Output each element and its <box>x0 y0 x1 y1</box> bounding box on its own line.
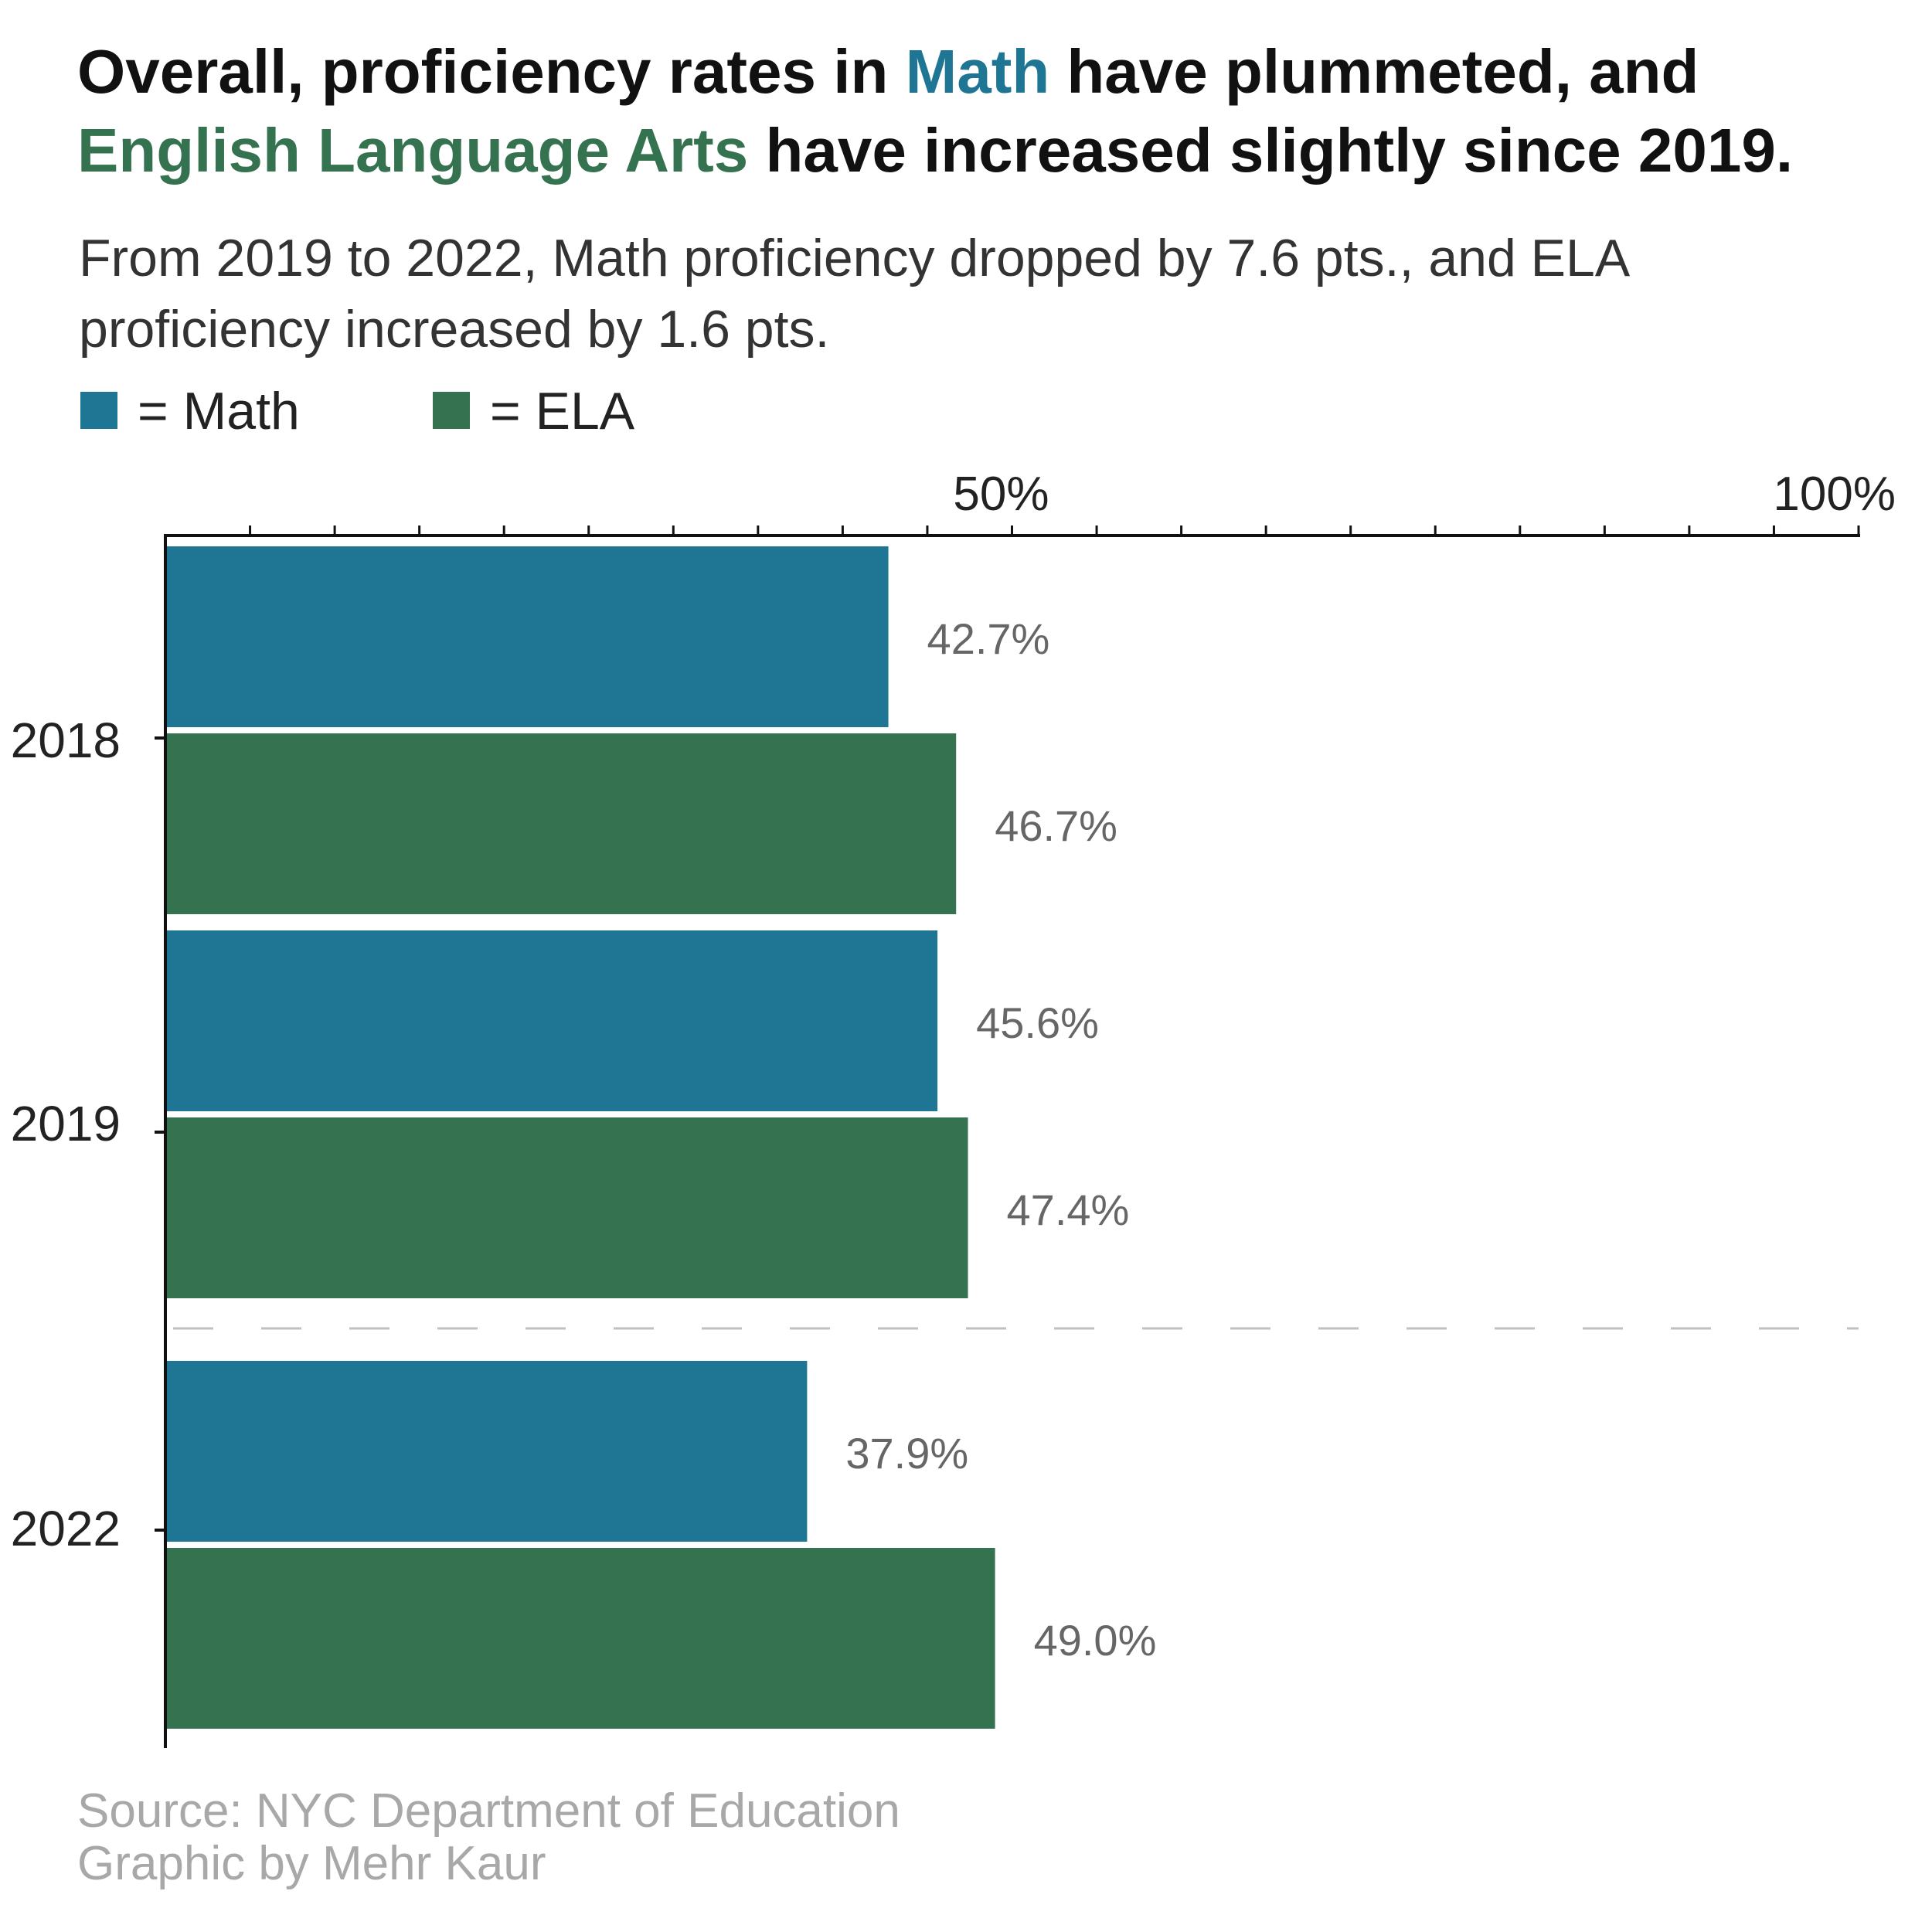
bar-ela-2019 <box>167 1117 968 1298</box>
x-tick-label: 100% <box>1773 468 1896 521</box>
title-ela-words: English Language Arts <box>77 116 749 185</box>
data-label-ela-2022: 49.0% <box>1034 1616 1157 1665</box>
bar-math-2019 <box>167 930 938 1111</box>
category-label-2019: 2019 <box>11 1096 121 1151</box>
legend-item-ela: = ELA <box>433 380 634 442</box>
category-label-2022: 2022 <box>11 1501 121 1556</box>
bar-chart: 50% 100% 42.7% 46.7% 2018 45.6% 47.4% 2019 37.9%… <box>11 468 1896 1748</box>
legend-swatch-ela <box>433 392 470 430</box>
bar-math-2022 <box>167 1361 808 1542</box>
bar-math-2018 <box>167 546 889 727</box>
data-label-math-2022: 37.9% <box>845 1429 968 1478</box>
legend-label-ela: = ELA <box>490 382 635 440</box>
chart-subtitle: From 2019 to 2022, Math proficiency drop… <box>79 229 1628 359</box>
chart-footer: Source: NYC Department of Education Grap… <box>77 1785 900 1890</box>
data-label-ela-2018: 46.7% <box>995 801 1117 850</box>
source-note: Source: NYC Department of Education <box>77 1784 900 1838</box>
legend-label-math: = Math <box>138 382 300 440</box>
bar-ela-2022 <box>167 1548 995 1729</box>
data-label-math-2019: 45.6% <box>976 998 1099 1047</box>
data-label-ela-2019: 47.4% <box>1007 1185 1130 1234</box>
chart-title: Overall, proficiency rates in Math have … <box>77 37 1794 185</box>
legend-item-math: = Math <box>80 380 300 442</box>
data-label-math-2018: 42.7% <box>927 614 1050 663</box>
category-label-2018: 2018 <box>11 713 121 768</box>
title-math-word: Math <box>905 37 1050 106</box>
legend-swatch-math <box>80 392 117 430</box>
credit-note: Graphic by Mehr Kaur <box>77 1837 546 1890</box>
bar-ela-2018 <box>167 733 957 914</box>
x-tick-label: 50% <box>953 468 1049 521</box>
